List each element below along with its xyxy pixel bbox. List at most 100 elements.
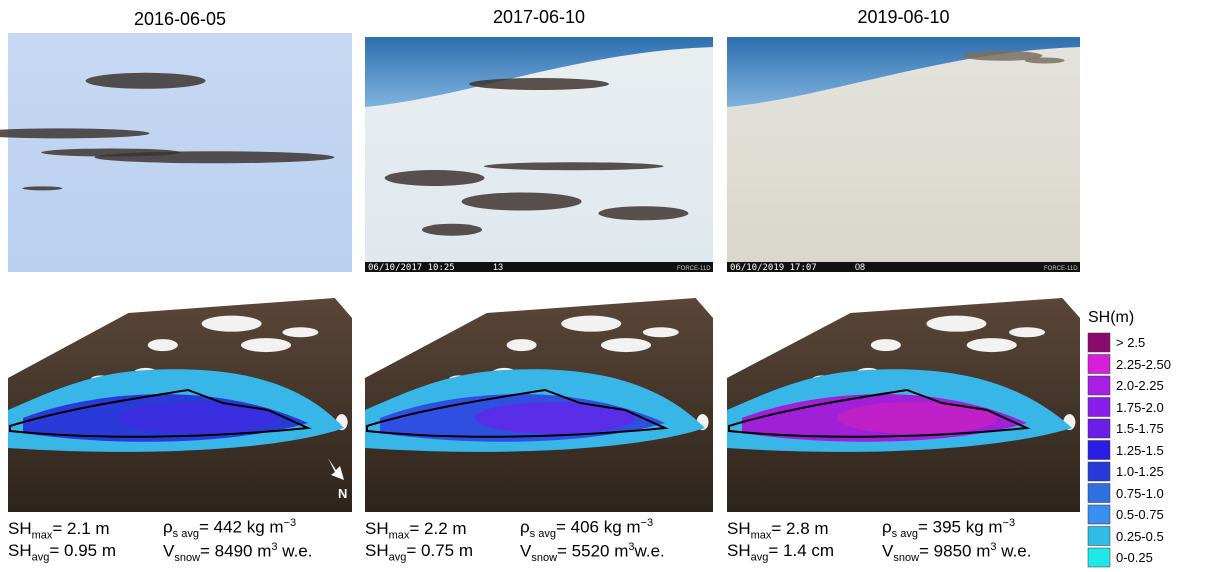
stat-symbol: SH [365, 541, 389, 560]
legend-title: SH(m) [1088, 309, 1135, 326]
legend-label: 2.25-2.50 [1116, 356, 1171, 372]
stat-symbol: SH [365, 519, 389, 538]
stat-symbol: V [882, 541, 894, 561]
north-arrow [328, 458, 344, 480]
outline [728, 388, 1031, 438]
legend-label: 1.75-2.0 [1116, 399, 1164, 415]
stat-subscript: snow [893, 552, 920, 565]
legend-swatch [1087, 504, 1111, 525]
snowpack-core [837, 402, 997, 434]
stat-value: = 2.1 m [52, 519, 110, 538]
legend-swatch [1087, 461, 1111, 482]
stamp-bar [365, 262, 713, 272]
snow-patch [1009, 327, 1046, 338]
stamp-temp: 13 [493, 262, 503, 272]
snow-patch [561, 315, 622, 332]
stat-subscript: s avg [172, 528, 199, 541]
rock-patch [461, 192, 582, 211]
stat-value: = 442 kg m [198, 517, 284, 537]
snow-patch [926, 315, 987, 332]
legend-swatch [1087, 418, 1111, 439]
stat-superscript: 3 [990, 541, 997, 553]
stat-sh-avg: SHavg= 0.95 m [8, 541, 116, 563]
rock-patch [85, 72, 206, 89]
stat-subscript: snow [174, 552, 201, 565]
panel-date: 2017-06-10 [492, 7, 586, 27]
stat-unit: w.e. [996, 541, 1032, 561]
snow-patch [201, 315, 262, 332]
outline [9, 388, 312, 438]
rock-patch [962, 50, 1043, 61]
stat-superscript: −3 [283, 517, 297, 529]
stat-value: = 406 kg m [555, 517, 641, 537]
stat-value: = 395 kg m [917, 517, 1003, 537]
rock-patch [22, 186, 63, 191]
rock-patch [598, 206, 689, 221]
sky [365, 37, 713, 107]
stat-superscript: 3 [271, 541, 278, 553]
legend-swatch [1087, 375, 1111, 396]
stat-value: = 0.75 m [406, 541, 473, 560]
rock-patch [1024, 57, 1065, 64]
stat-density: ρs avg= 406 kg m−3 [520, 517, 653, 540]
stat-subscript: avg [31, 551, 50, 564]
stat-superscript: −3 [640, 517, 654, 529]
snow-patch [241, 338, 291, 353]
snow-patch [601, 338, 651, 353]
stamp-time: 06/10/2017 10:25 [368, 263, 455, 273]
legend-label: > 2.5 [1116, 335, 1146, 350]
panel-date: 2016-06-05 [133, 9, 227, 29]
stat-symbol: ρ [163, 517, 173, 537]
stat-symbol: SH [8, 541, 32, 560]
stat-unit: w.e. [634, 541, 665, 561]
snow-patch [282, 327, 319, 338]
legend-label: 0.25-0.5 [1116, 528, 1164, 544]
stat-sh-avg: SHavg= 0.75 m [365, 541, 473, 563]
rock-patch [384, 170, 485, 186]
stat-value: = 2.2 m [409, 519, 467, 538]
snow-patch [506, 339, 537, 352]
stat-subscript: s avg [529, 528, 556, 541]
stat-subscript: avg [388, 551, 407, 564]
legend-label: 2.0-2.25 [1116, 378, 1164, 393]
stat-value: = 9850 m [919, 541, 991, 561]
rock-patch [41, 148, 182, 157]
stat-superscript: −3 [1002, 517, 1016, 529]
stat-subscript: s avg [891, 528, 918, 541]
stat-density: ρs avg= 442 kg m−3 [163, 517, 296, 540]
snowpack-core [475, 402, 635, 434]
stat-volume: Vsnow= 8490 m3 w.e. [163, 541, 312, 564]
stat-symbol: V [520, 541, 532, 561]
stamp-time: 06/10/2019 17:07 [730, 263, 817, 273]
legend-swatch [1087, 547, 1111, 568]
legend-label: 1.5-1.75 [1116, 421, 1164, 436]
stat-value: = 5520 m [557, 541, 629, 561]
legend-swatch [1087, 397, 1111, 417]
panel-date: 2019-06-10 [857, 7, 950, 27]
stat-symbol: ρ [882, 517, 892, 537]
stat-value: = 8490 m [200, 541, 272, 561]
stat-volume: Vsnow= 9850 m3 w.e. [882, 541, 1031, 564]
stat-subscript: max [750, 529, 772, 542]
stamp-brand: FORCE-11D [1044, 266, 1078, 272]
snow-patch [147, 339, 178, 352]
stat-symbol: SH [727, 541, 751, 560]
rock-patch [0, 128, 150, 139]
legend-label: 0.5-0.75 [1116, 507, 1164, 522]
snow-patch [966, 338, 1017, 353]
north-label: N [338, 486, 347, 501]
stat-symbol: V [163, 541, 175, 561]
stamp-brand: FORCE-11D [677, 266, 711, 272]
stat-sh-max: SHmax= 2.2 m [365, 519, 467, 541]
stat-sh-avg: SHavg= 1.4 cm [727, 541, 834, 563]
rock-patch [422, 223, 482, 236]
stat-density: ρs avg= 395 kg m−3 [882, 517, 1015, 540]
stamp-temp: 08 [855, 262, 865, 272]
stat-subscript: avg [750, 551, 769, 564]
legend-swatch [1087, 440, 1111, 460]
stat-symbol: SH [8, 519, 32, 538]
stat-sh-max: SHmax= 2.1 m [8, 519, 110, 541]
rock-patch [469, 78, 609, 90]
